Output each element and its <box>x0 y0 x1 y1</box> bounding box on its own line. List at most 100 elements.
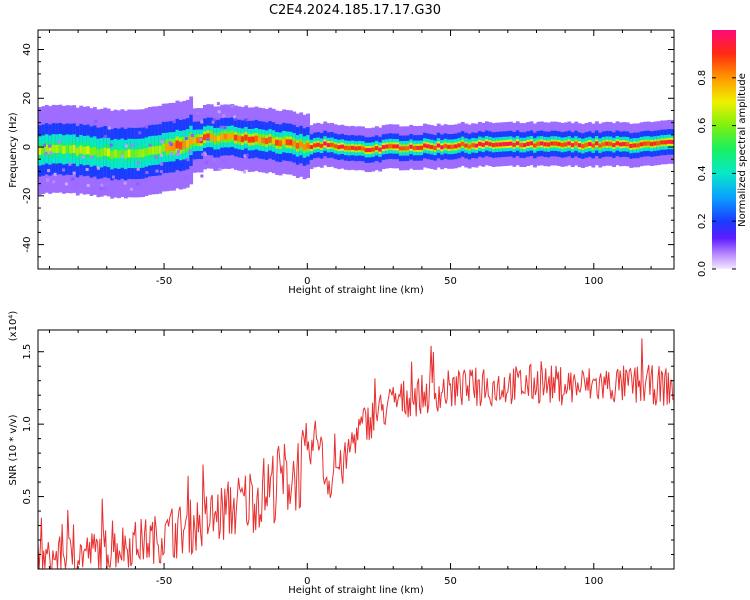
heatmap-cell <box>216 135 221 142</box>
heatmap-cell <box>189 136 194 145</box>
x-tick-label: 100 <box>584 276 603 287</box>
heatmap-cell <box>395 144 400 149</box>
heatmap-speck <box>107 126 111 130</box>
heatmap-cell <box>144 148 149 157</box>
heatmap-cell <box>526 142 531 147</box>
heatmap-cell <box>93 146 97 156</box>
colorbar-tick-label: 0.4 <box>697 165 708 181</box>
y-tick-label: -40 <box>22 236 33 252</box>
y-tick-label: 1.0 <box>22 416 33 432</box>
heatmap-cell <box>615 141 620 146</box>
heatmap-cell <box>594 141 599 146</box>
y-tick-label: -20 <box>22 188 33 204</box>
heatmap-speck <box>245 118 249 122</box>
heatmap-cell <box>192 137 197 144</box>
x-tick-label: 0 <box>304 576 310 587</box>
heatmap-speck <box>206 138 210 141</box>
heatmap-cell <box>299 141 304 148</box>
heatmap-speck <box>227 110 231 114</box>
heatmap-cell <box>62 145 66 154</box>
heatmap-cell <box>632 143 637 148</box>
heatmap-cell <box>474 143 479 148</box>
heatmap-speck <box>251 160 255 164</box>
colorbar-tick-label: 0.2 <box>697 213 708 229</box>
heatmap-cell <box>137 149 142 158</box>
heatmap-speck <box>169 143 173 146</box>
heatmap-speck <box>211 120 215 124</box>
heatmap-speck <box>52 180 56 184</box>
heatmap-cell <box>429 145 434 150</box>
heatmap-cell <box>99 148 104 157</box>
heatmap-speck <box>112 175 115 179</box>
heatmap-speck <box>204 160 208 164</box>
heatmap-cell <box>515 141 520 146</box>
heatmap-cell <box>240 136 245 143</box>
y-tick-label: 40 <box>22 43 33 56</box>
heatmap-cell <box>649 142 654 147</box>
heatmap-speck <box>53 172 57 176</box>
heatmap-cell <box>113 149 118 158</box>
snr-frame <box>37 329 675 570</box>
spectrogram-heatmap <box>38 96 675 199</box>
heatmap-speck <box>121 154 125 158</box>
heatmap-speck <box>47 169 51 173</box>
heatmap-speck <box>145 125 149 129</box>
colorbar-gradient <box>712 30 736 269</box>
heatmap-cell <box>440 145 445 150</box>
heatmap-speck <box>86 184 90 187</box>
heatmap-speck <box>196 111 200 115</box>
heatmap-speck <box>186 158 190 162</box>
heatmap-cell <box>378 147 383 152</box>
heatmap-speck <box>160 140 164 144</box>
heatmap-cell <box>79 145 84 154</box>
heatmap-cell <box>282 138 286 145</box>
heatmap-cell <box>512 142 517 147</box>
heatmap-cell <box>491 143 496 148</box>
heatmap-cell <box>392 144 396 149</box>
heatmap-cell <box>89 148 94 157</box>
heatmap-cell <box>419 145 424 150</box>
heatmap-speck <box>243 154 247 158</box>
heatmap-speck <box>172 120 176 124</box>
heatmap-speck <box>222 108 225 112</box>
heatmap-cell <box>347 146 352 151</box>
heatmap-cell <box>374 146 379 151</box>
heatmap-speck <box>203 153 207 156</box>
heatmap-cell <box>646 141 651 146</box>
heatmap-cell <box>505 141 510 146</box>
heatmap-cell <box>233 134 238 141</box>
heatmap-cell <box>326 143 331 148</box>
heatmap-cell <box>639 142 644 147</box>
heatmap-speck <box>99 187 103 191</box>
heatmap-speck <box>201 152 205 156</box>
heatmap-cell <box>560 142 565 147</box>
heatmap-cell <box>553 141 558 146</box>
heatmap-cell <box>368 148 372 153</box>
heatmap-cell <box>230 133 235 140</box>
heatmap-speck <box>43 143 46 147</box>
y-tick-label: 20 <box>22 92 33 105</box>
heatmap-cell <box>591 143 596 148</box>
heatmap-cell <box>244 134 249 141</box>
heatmap-cell <box>288 139 293 146</box>
heatmap-cell <box>533 143 537 148</box>
heatmap-cell <box>110 150 115 159</box>
heatmap-cell <box>539 141 544 146</box>
heatmap-speck <box>130 143 134 147</box>
heatmap-speck <box>100 183 104 187</box>
heatmap-speck <box>200 120 204 124</box>
heatmap-cell <box>175 140 180 149</box>
heatmap-cell <box>574 141 579 146</box>
heatmap-cell <box>546 142 551 147</box>
heatmap-speck <box>212 118 216 122</box>
heatmap-speck <box>176 153 180 157</box>
heatmap-cell <box>65 145 70 154</box>
heatmap-cell <box>398 146 403 151</box>
heatmap-cell <box>388 144 393 149</box>
heatmap-speck <box>109 143 113 147</box>
heatmap-speck <box>136 167 140 171</box>
heatmap-cell <box>75 147 80 156</box>
heatmap-speck <box>230 104 234 108</box>
snr-ticks: -50 0 50 100 0.5 1.0 1.5 <box>22 330 674 587</box>
heatmap-cell <box>340 144 345 149</box>
